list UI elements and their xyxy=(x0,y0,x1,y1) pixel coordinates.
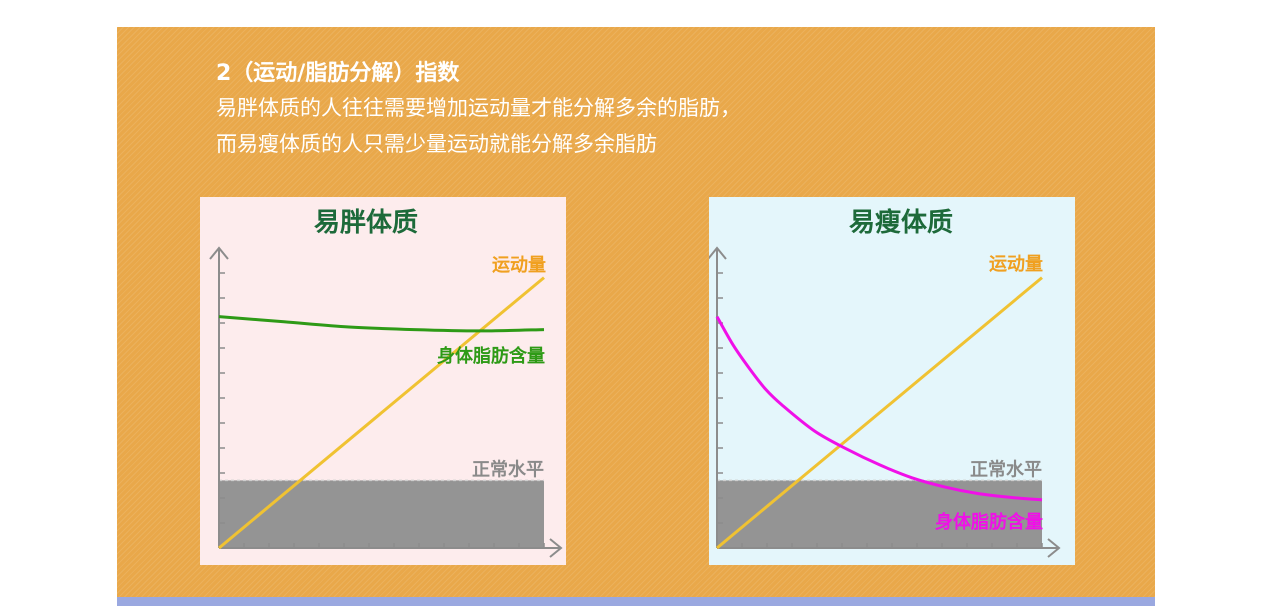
series-line-body-fat xyxy=(715,315,1043,502)
description-line-2: 而易瘦体质的人只需少量运动就能分解多余脂肪 xyxy=(216,132,657,156)
series-line-exercise xyxy=(218,276,545,550)
x-ticks xyxy=(243,543,545,548)
series-label-body-fat: 身体脂肪含量 xyxy=(935,511,1043,533)
chart-title: 易瘦体质 xyxy=(849,207,953,238)
y-ticks xyxy=(219,272,225,524)
normal-level-band xyxy=(717,480,1042,548)
x-axis-arrow xyxy=(549,538,563,558)
series-line-exercise xyxy=(716,276,1043,550)
description-line-1: 易胖体质的人往往需要增加运动量才能分解多余的脂肪， xyxy=(216,96,741,120)
section-heading: 2（运动/脂肪分解）指数 xyxy=(216,61,460,86)
normal-level-label: 正常水平 xyxy=(472,458,544,480)
series-label-exercise: 运动量 xyxy=(989,253,1043,275)
series-line-body-fat xyxy=(218,315,545,333)
chart-title: 易胖体质 xyxy=(314,208,418,238)
series-label-exercise: 运动量 xyxy=(492,254,546,276)
bottom-bar xyxy=(117,597,1155,606)
y-axis-arrow xyxy=(709,246,727,260)
chart-easy-thin: 易瘦体质 正常水平 运动量 身体脂肪含量 xyxy=(709,197,1075,565)
series-label-body-fat: 身体脂肪含量 xyxy=(437,345,545,367)
chart-easy-thin-svg: 易瘦体质 正常水平 运动量 身体脂肪含量 xyxy=(709,207,1061,558)
chart-easy-fat: 易胖体质 正常水平 运动量 身体脂肪含量 xyxy=(200,197,566,565)
chart-easy-fat-svg: 易胖体质 正常水平 运动量 身体脂肪含量 xyxy=(209,208,563,558)
x-axis-arrow xyxy=(1047,538,1061,558)
y-axis-arrow xyxy=(209,246,229,260)
normal-level-label: 正常水平 xyxy=(970,458,1042,480)
x-ticks xyxy=(741,543,1043,548)
normal-level-band xyxy=(219,480,544,548)
